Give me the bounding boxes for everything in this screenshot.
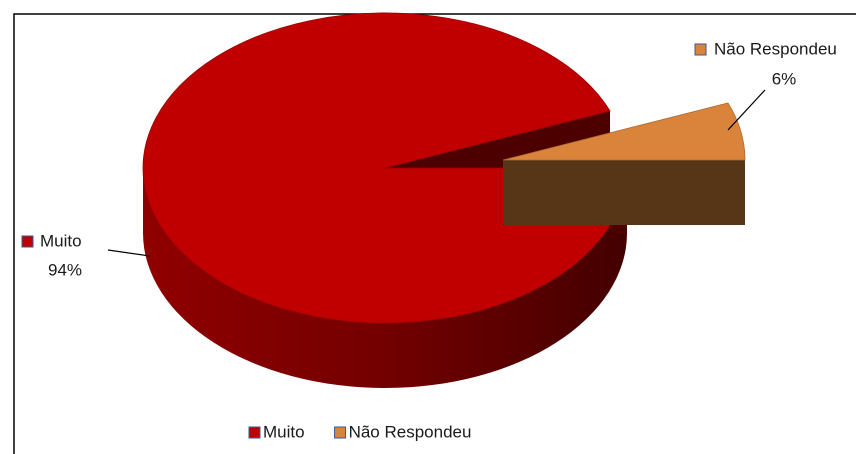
labels: Muito 94% Não Respondeu 6% Muito Não Responde… bbox=[21, 39, 837, 441]
slice bbox=[502, 102, 746, 161]
legend-label: Não Respondeu bbox=[349, 422, 472, 441]
data-label-value: 94% bbox=[48, 260, 82, 279]
leader-line bbox=[727, 89, 766, 131]
label-swatch bbox=[21, 235, 34, 248]
data-label-value: 6% bbox=[772, 69, 797, 88]
legend-label: Muito bbox=[263, 422, 305, 441]
data-label-name: Muito bbox=[40, 231, 82, 250]
slice-face bbox=[503, 160, 745, 225]
pie bbox=[142, 12, 746, 388]
legend-swatch bbox=[248, 426, 261, 439]
leader-line bbox=[107, 249, 151, 257]
legend-swatch bbox=[334, 426, 347, 439]
data-label-name: Não Respondeu bbox=[714, 39, 837, 58]
slice-side bbox=[143, 168, 627, 388]
slice bbox=[142, 12, 628, 324]
label-swatch bbox=[694, 43, 707, 56]
